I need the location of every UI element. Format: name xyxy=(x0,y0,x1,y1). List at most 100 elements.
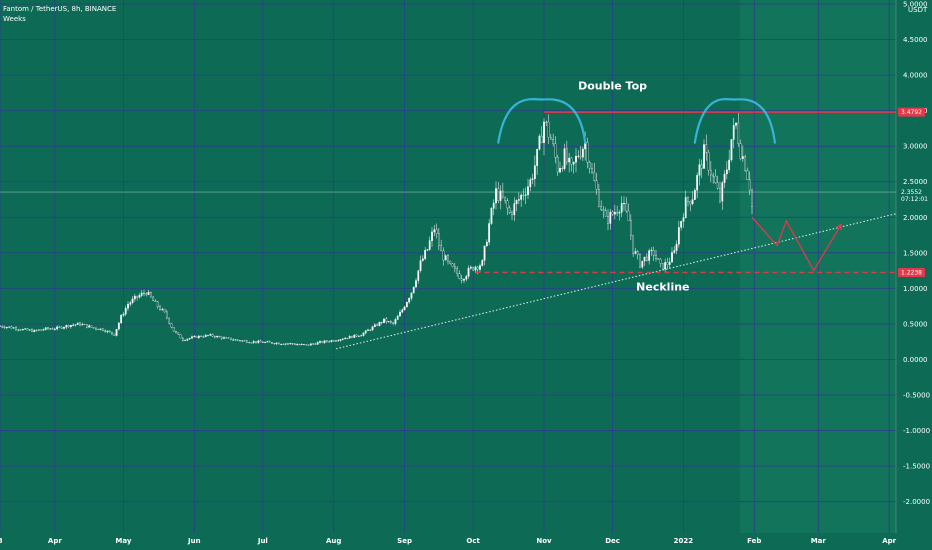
x-tick-label: Oct xyxy=(466,537,480,545)
y-tick-label: 0.0000 xyxy=(903,356,928,364)
candle-body xyxy=(161,309,164,311)
grid xyxy=(0,0,896,533)
candle-body xyxy=(705,144,708,153)
candle-body xyxy=(547,121,550,138)
candle-body xyxy=(401,309,404,313)
y-tick-label: 4.5000 xyxy=(903,36,928,44)
candle-body xyxy=(268,341,271,343)
candle-body xyxy=(671,252,673,263)
candle-body xyxy=(15,327,17,330)
candle-body xyxy=(252,341,255,343)
candle-body xyxy=(67,325,70,328)
candle-body xyxy=(63,327,65,329)
candle-body xyxy=(10,326,13,329)
candle-body xyxy=(655,254,657,259)
candle-body xyxy=(668,261,671,265)
candle-body xyxy=(735,122,737,126)
y-tick-label: 0.5000 xyxy=(903,320,928,328)
candle-body xyxy=(657,258,660,260)
candle-body xyxy=(280,343,283,345)
candle-body xyxy=(456,268,459,274)
candle-body xyxy=(707,152,710,171)
x-tick-label: Sep xyxy=(397,537,412,545)
candle-body xyxy=(72,324,75,326)
candle-body xyxy=(508,207,511,214)
price-axis[interactable]: 5.00004.50004.00003.50003.00002.50002.00… xyxy=(903,1,930,507)
candle-body xyxy=(449,260,452,264)
candle-body xyxy=(474,266,477,271)
candle-body xyxy=(538,135,541,150)
candle-body xyxy=(618,212,621,214)
candle-body xyxy=(154,300,157,302)
candle-body xyxy=(33,329,36,332)
candle-body xyxy=(216,336,219,338)
candle-body xyxy=(511,212,513,216)
candle-body xyxy=(490,208,493,224)
projection-arrowhead xyxy=(835,223,842,231)
candle-body xyxy=(143,292,145,294)
candle-body xyxy=(341,338,344,340)
candle-body xyxy=(501,190,504,198)
candle-body xyxy=(723,173,726,183)
candle-body xyxy=(65,325,68,328)
candle-body xyxy=(431,231,433,241)
candle-body xyxy=(360,335,363,337)
double-top-arc[interactable] xyxy=(497,98,587,144)
candle-body xyxy=(337,340,340,342)
candle-body xyxy=(19,329,22,331)
candle-body xyxy=(472,266,475,271)
candle-body xyxy=(307,344,310,346)
candle-body xyxy=(101,328,104,331)
candle-body xyxy=(303,343,305,345)
candle-body xyxy=(680,221,683,228)
candle-body xyxy=(725,169,728,175)
candle-body xyxy=(88,325,91,328)
projection-path[interactable] xyxy=(751,216,842,272)
candle-body xyxy=(620,203,623,213)
candle-body xyxy=(442,250,445,261)
candle-body xyxy=(172,327,175,332)
candle-body xyxy=(83,323,86,325)
time-axis[interactable]: 8 Apr May Jun Jul Aug Sep Oct Nov Dec 2022 Feb Mar Ap… xyxy=(0,537,897,545)
candle-body xyxy=(364,330,367,334)
candle-body xyxy=(138,295,141,298)
candle-body xyxy=(287,343,289,345)
double-top-arc[interactable] xyxy=(693,98,776,144)
candle-body xyxy=(666,262,669,265)
candle-body xyxy=(595,180,598,190)
candle-body xyxy=(122,313,125,316)
candle-body xyxy=(609,211,612,224)
candle-body xyxy=(650,250,653,252)
candle-body xyxy=(245,340,248,343)
candle-body xyxy=(259,340,262,343)
candle-body xyxy=(712,174,715,177)
candle-body xyxy=(732,125,735,140)
candle-body xyxy=(687,197,689,202)
current-price-badge-countdown: 07:12:01 xyxy=(901,196,928,203)
candle-body xyxy=(200,335,203,337)
candle-body xyxy=(636,251,639,255)
candle-body xyxy=(716,182,719,189)
candle-body xyxy=(703,144,705,169)
candle-body xyxy=(497,188,500,201)
candle-body xyxy=(220,336,223,339)
candle-body xyxy=(737,122,740,144)
candle-body xyxy=(328,341,331,343)
candle-body xyxy=(399,311,401,317)
candle-body xyxy=(175,331,177,333)
candle-body xyxy=(291,343,294,345)
candle-body xyxy=(147,292,150,295)
candle-body xyxy=(389,321,392,323)
candle-body xyxy=(458,273,461,279)
candle-body xyxy=(81,323,84,326)
candle-body xyxy=(739,143,742,159)
candle-body xyxy=(517,199,520,201)
neckline-trendline[interactable] xyxy=(335,213,897,350)
candle-body xyxy=(90,325,93,328)
candle-body xyxy=(184,339,187,341)
candle-body xyxy=(248,342,251,344)
candle-body xyxy=(275,342,278,345)
candle-body xyxy=(613,211,616,215)
